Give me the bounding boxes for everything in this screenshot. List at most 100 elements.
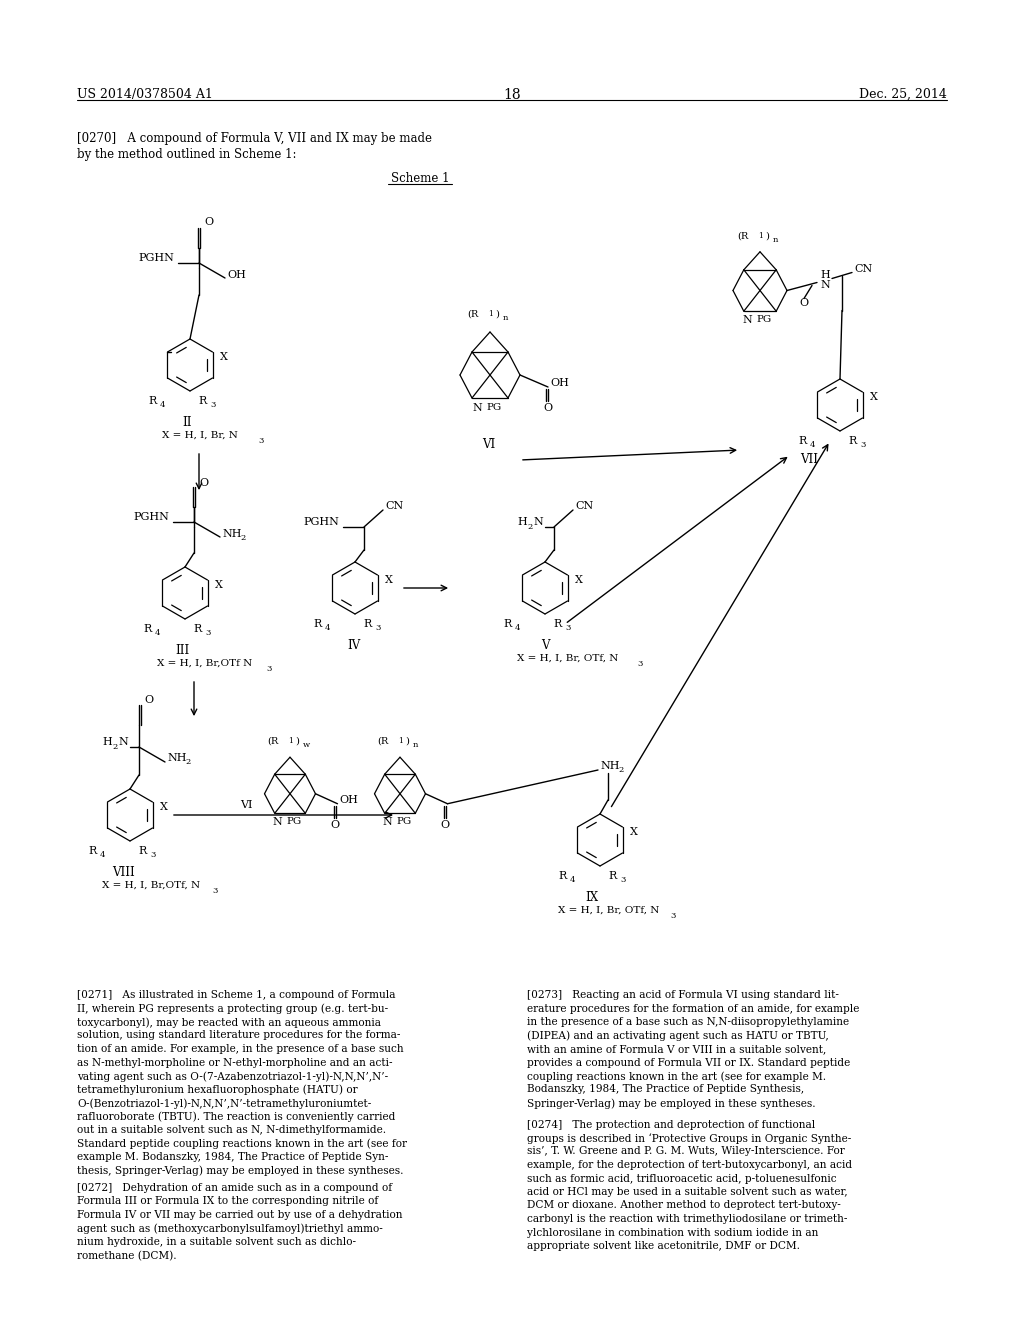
Text: ): ): [295, 737, 299, 746]
Text: romethane (DCM).: romethane (DCM).: [77, 1250, 176, 1261]
Text: in the presence of a base such as N,N-diisopropylethylamine: in the presence of a base such as N,N-di…: [527, 1016, 849, 1027]
Text: by the method outlined in Scheme 1:: by the method outlined in Scheme 1:: [77, 148, 297, 161]
Text: solution, using standard literature procedures for the forma-: solution, using standard literature proc…: [77, 1031, 400, 1040]
Text: 3: 3: [210, 401, 215, 409]
Text: Scheme 1: Scheme 1: [391, 172, 450, 185]
Text: N: N: [272, 817, 282, 828]
Text: 3: 3: [375, 624, 380, 632]
Text: Dec. 25, 2014: Dec. 25, 2014: [859, 88, 947, 102]
Text: nium hydroxide, in a suitable solvent such as dichlo-: nium hydroxide, in a suitable solvent su…: [77, 1237, 356, 1247]
Text: R: R: [148, 396, 157, 407]
Text: CN: CN: [575, 502, 593, 511]
Text: R: R: [143, 624, 152, 634]
Text: X = H, I, Br, N: X = H, I, Br, N: [162, 432, 238, 440]
Text: 4: 4: [810, 441, 815, 449]
Text: X = H, I, Br,OTf, N: X = H, I, Br,OTf, N: [102, 880, 200, 890]
Text: 3: 3: [258, 437, 263, 445]
Text: N: N: [820, 280, 829, 289]
Text: 2: 2: [240, 535, 246, 543]
Text: [0274]   The protection and deprotection of functional: [0274] The protection and deprotection o…: [527, 1119, 815, 1130]
Text: 3: 3: [150, 851, 156, 859]
Text: (DIPEA) and an activating agent such as HATU or TBTU,: (DIPEA) and an activating agent such as …: [527, 1031, 828, 1041]
Text: with an amine of Formula V or VIII in a suitable solvent,: with an amine of Formula V or VIII in a …: [527, 1044, 826, 1053]
Text: tion of an amide. For example, in the presence of a base such: tion of an amide. For example, in the pr…: [77, 1044, 403, 1053]
Text: OH: OH: [340, 795, 358, 805]
Text: [0273]   Reacting an acid of Formula VI using standard lit-: [0273] Reacting an acid of Formula VI us…: [527, 990, 839, 1001]
Text: Formula IV or VII may be carried out by use of a dehydration: Formula IV or VII may be carried out by …: [77, 1210, 402, 1220]
Text: 4: 4: [160, 401, 166, 409]
Text: sis’, T. W. Greene and P. G. M. Wuts, Wiley-Interscience. For: sis’, T. W. Greene and P. G. M. Wuts, Wi…: [527, 1147, 845, 1156]
Text: ): ): [406, 737, 409, 746]
Text: 3: 3: [266, 665, 271, 673]
Text: OH: OH: [550, 378, 569, 388]
Text: X = H, I, Br, OTf, N: X = H, I, Br, OTf, N: [558, 906, 659, 915]
Text: NH: NH: [222, 529, 242, 539]
Text: O: O: [204, 216, 213, 227]
Text: IX: IX: [585, 891, 598, 904]
Text: erature procedures for the formation of an amide, for example: erature procedures for the formation of …: [527, 1003, 859, 1014]
Text: R: R: [558, 871, 566, 880]
Text: R: R: [848, 436, 856, 446]
Text: VI: VI: [240, 800, 252, 810]
Text: appropriate solvent like acetonitrile, DMF or DCM.: appropriate solvent like acetonitrile, D…: [527, 1241, 800, 1251]
Text: [0271]   As illustrated in Scheme 1, a compound of Formula: [0271] As illustrated in Scheme 1, a com…: [77, 990, 395, 1001]
Text: 18: 18: [503, 88, 521, 102]
Text: X: X: [215, 579, 223, 590]
Text: O-(Benzotriazol-1-yl)-N,N,N’,N’-tetramethyluroniumtet-: O-(Benzotriazol-1-yl)-N,N,N’,N’-tetramet…: [77, 1098, 372, 1109]
Text: O: O: [331, 820, 340, 830]
Text: X = H, I, Br, OTf, N: X = H, I, Br, OTf, N: [517, 653, 618, 663]
Text: carbonyl is the reaction with trimethyliodosilane or trimeth-: carbonyl is the reaction with trimethyli…: [527, 1214, 848, 1224]
Text: 4: 4: [100, 851, 105, 859]
Text: R: R: [138, 846, 146, 855]
Text: H: H: [517, 517, 526, 527]
Text: provides a compound of Formula VII or IX. Standard peptide: provides a compound of Formula VII or IX…: [527, 1057, 850, 1068]
Text: 3: 3: [565, 624, 570, 632]
Text: N: N: [472, 403, 482, 413]
Text: US 2014/0378504 A1: US 2014/0378504 A1: [77, 88, 213, 102]
Text: 4: 4: [155, 630, 161, 638]
Text: II, wherein PG represents a protecting group (e.g. tert-bu-: II, wherein PG represents a protecting g…: [77, 1003, 388, 1014]
Text: V: V: [541, 639, 550, 652]
Text: [0272]   Dehydration of an amide such as in a compound of: [0272] Dehydration of an amide such as i…: [77, 1183, 392, 1193]
Text: 3: 3: [205, 630, 210, 638]
Text: N: N: [742, 315, 752, 325]
Text: out in a suitable solvent such as N, N-dimethylformamide.: out in a suitable solvent such as N, N-d…: [77, 1125, 386, 1135]
Text: 1: 1: [488, 310, 493, 318]
Text: ): ): [495, 309, 499, 318]
Text: X: X: [870, 392, 878, 403]
Text: (R: (R: [266, 737, 278, 746]
Text: II: II: [182, 416, 191, 429]
Text: Springer-Verlag) may be employed in these syntheses.: Springer-Verlag) may be employed in thes…: [527, 1098, 816, 1109]
Text: H: H: [820, 269, 829, 280]
Text: IV: IV: [347, 639, 360, 652]
Text: example, for the deprotection of tert-butoxycarbonyl, an acid: example, for the deprotection of tert-bu…: [527, 1160, 852, 1170]
Text: (R: (R: [467, 309, 478, 318]
Text: CN: CN: [854, 264, 872, 273]
Text: n: n: [413, 742, 419, 750]
Text: 4: 4: [515, 624, 520, 632]
Text: R: R: [88, 846, 96, 855]
Text: groups is described in ‘Protective Groups in Organic Synthe-: groups is described in ‘Protective Group…: [527, 1133, 851, 1144]
Text: DCM or dioxane. Another method to deprotect tert-butoxy-: DCM or dioxane. Another method to deprot…: [527, 1200, 841, 1210]
Text: X: X: [385, 576, 393, 585]
Text: tetramethyluronium hexafluorophosphate (HATU) or: tetramethyluronium hexafluorophosphate (…: [77, 1085, 357, 1096]
Text: CN: CN: [385, 502, 403, 511]
Text: N: N: [118, 737, 128, 747]
Text: R: R: [198, 396, 206, 407]
Text: 4: 4: [325, 624, 331, 632]
Text: PG: PG: [756, 315, 771, 325]
Text: example M. Bodanszky, 1984, The Practice of Peptide Syn-: example M. Bodanszky, 1984, The Practice…: [77, 1152, 388, 1162]
Text: N: N: [382, 817, 392, 828]
Text: PGHN: PGHN: [133, 512, 169, 521]
Text: VIII: VIII: [112, 866, 135, 879]
Text: PGHN: PGHN: [138, 253, 174, 263]
Text: 2: 2: [185, 758, 190, 766]
Text: O: O: [440, 820, 450, 830]
Text: VII: VII: [800, 453, 818, 466]
Text: PGHN: PGHN: [303, 517, 339, 527]
Text: NH: NH: [600, 762, 620, 771]
Text: III: III: [175, 644, 189, 657]
Text: X: X: [575, 576, 583, 585]
Text: R: R: [193, 624, 202, 634]
Text: PG: PG: [396, 817, 412, 826]
